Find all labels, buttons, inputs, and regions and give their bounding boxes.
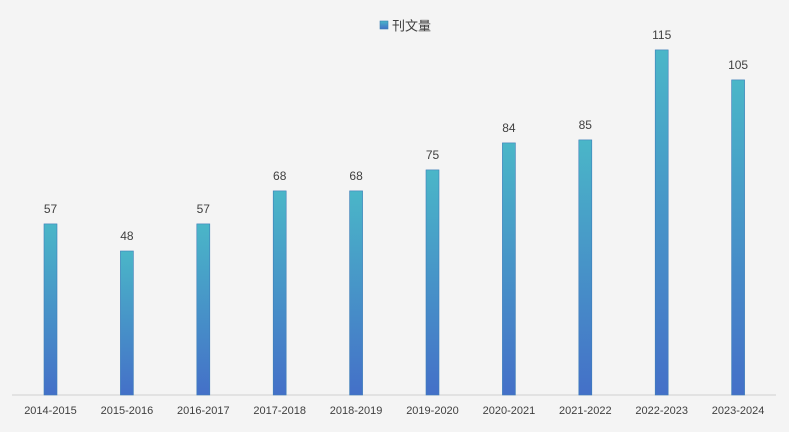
x-tick-label: 2020-2021 — [483, 405, 536, 417]
bar-2022-2023 — [654, 49, 669, 396]
bar-2023-2024 — [731, 79, 745, 396]
data-label-2022-2023: 115 — [652, 28, 671, 42]
x-tick-label: 2017-2018 — [253, 405, 306, 417]
x-tick-label: 2022-2023 — [635, 405, 688, 417]
bar-2020-2021 — [502, 142, 516, 396]
x-tick-label: 2023-2024 — [712, 405, 765, 417]
x-tick-label: 2019-2020 — [406, 405, 459, 417]
legend: 刊文量 — [379, 19, 431, 34]
x-tick-label: 2016-2017 — [177, 405, 230, 417]
bar-2016-2017 — [196, 223, 211, 396]
data-label-2021-2022: 85 — [579, 118, 593, 132]
legend-swatch — [379, 20, 389, 30]
data-label-2020-2021: 84 — [502, 121, 516, 135]
legend-label: 刊文量 — [392, 19, 431, 34]
x-tick-label: 2014-2015 — [24, 405, 77, 417]
data-label-2017-2018: 68 — [273, 169, 287, 183]
bar-2018-2019 — [349, 190, 363, 396]
bar-2015-2016 — [120, 250, 134, 396]
data-label-2023-2024: 105 — [728, 58, 748, 72]
x-tick-label: 2021-2022 — [559, 405, 612, 417]
bar-2017-2018 — [272, 190, 287, 396]
data-label-2016-2017: 57 — [197, 202, 211, 216]
x-tick-label: 2018-2019 — [330, 405, 383, 417]
data-labels-group: 57 48 57 68 68 75 84 85 115 105 — [44, 28, 749, 243]
bar-2014-2015 — [43, 223, 58, 396]
x-tick-label: 2015-2016 — [101, 405, 154, 417]
bar-2019-2020 — [425, 169, 440, 396]
data-label-2018-2019: 68 — [349, 169, 363, 183]
data-label-2019-2020: 75 — [426, 148, 440, 162]
data-label-2014-2015: 57 — [44, 202, 58, 216]
x-tick-labels-group: 2014-2015 2015-2016 2016-2017 2017-2018 2018… — [24, 405, 764, 417]
bars-group — [43, 49, 745, 396]
data-label-2015-2016: 48 — [120, 229, 134, 243]
bar-2021-2022 — [578, 139, 593, 396]
